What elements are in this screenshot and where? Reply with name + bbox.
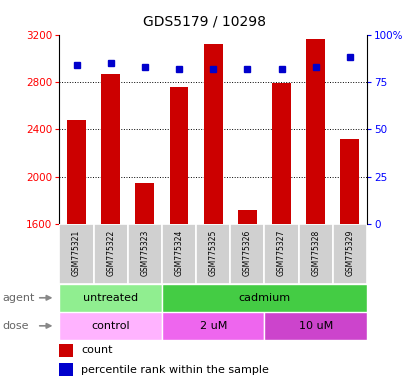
Text: GSM775328: GSM775328 (310, 230, 319, 276)
Text: 10 uM: 10 uM (298, 321, 332, 331)
Bar (128, 224, 162, 284)
Bar (59, 312, 162, 340)
Text: GSM775325: GSM775325 (208, 230, 217, 276)
Bar (298, 224, 332, 284)
Bar (264, 224, 298, 284)
Bar (264, 312, 366, 340)
Bar (306, 39, 324, 224)
Text: cadmium: cadmium (238, 293, 290, 303)
Bar (59, 284, 162, 312)
Bar (59, 344, 73, 357)
Bar (59, 224, 93, 284)
Bar (169, 87, 188, 224)
Bar (162, 284, 366, 312)
Text: control: control (91, 321, 130, 331)
Bar (332, 224, 366, 284)
Text: dose: dose (2, 321, 29, 331)
Text: untreated: untreated (83, 293, 138, 303)
Bar (135, 183, 154, 224)
Text: GDS5179 / 10298: GDS5179 / 10298 (143, 14, 266, 28)
Bar (101, 74, 120, 224)
Text: GSM775327: GSM775327 (276, 230, 285, 276)
Text: GSM775322: GSM775322 (106, 230, 115, 276)
Bar (67, 120, 86, 224)
Text: GSM775324: GSM775324 (174, 230, 183, 276)
Text: 2 uM: 2 uM (199, 321, 226, 331)
Text: GSM775321: GSM775321 (72, 230, 81, 276)
Bar (162, 224, 196, 284)
Text: percentile rank within the sample: percentile rank within the sample (81, 365, 268, 375)
Bar (59, 363, 73, 376)
Bar (272, 83, 290, 224)
Bar (203, 44, 222, 224)
Bar (196, 224, 230, 284)
Text: GSM775323: GSM775323 (140, 230, 149, 276)
Bar (162, 312, 264, 340)
Bar (230, 224, 264, 284)
Text: GSM775329: GSM775329 (344, 230, 353, 276)
Text: GSM775326: GSM775326 (242, 230, 251, 276)
Bar (93, 224, 128, 284)
Bar (237, 210, 256, 224)
Text: count: count (81, 345, 112, 355)
Text: agent: agent (2, 293, 34, 303)
Bar (339, 139, 358, 224)
